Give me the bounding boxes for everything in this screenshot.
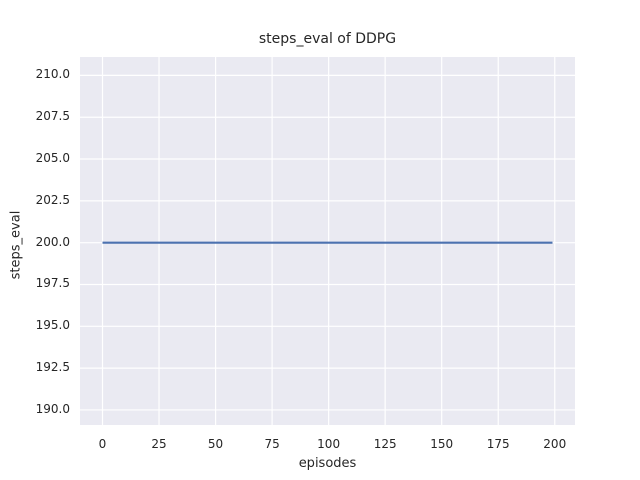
x-tick-label: 25 <box>151 437 167 451</box>
x-tick-label: 125 <box>373 437 397 451</box>
y-tick-label: 205.0 <box>35 151 70 166</box>
x-axis-label: episodes <box>298 456 357 471</box>
y-tick-label: 200.0 <box>35 234 70 249</box>
y-tick-label: 202.5 <box>35 192 70 207</box>
y-tick-label: 210.0 <box>35 67 70 82</box>
x-tick-label: 50 <box>207 437 224 451</box>
x-tick-label: 150 <box>430 437 454 451</box>
x-tick-label: 100 <box>317 437 341 451</box>
x-tick-label: 175 <box>486 437 510 451</box>
x-tick-label: 200 <box>543 437 567 451</box>
y-tick-label: 197.5 <box>35 276 70 291</box>
y-tick-label: 190.0 <box>35 401 70 416</box>
y-tick-label: 195.0 <box>35 318 70 333</box>
y-tick-label: 192.5 <box>35 360 70 375</box>
y-tick-label: 207.5 <box>35 109 70 124</box>
x-tick-label: 75 <box>264 437 280 451</box>
x-tick-label: 0 <box>98 437 107 451</box>
chart-title: steps_eval of DDPG <box>258 31 397 47</box>
plot-area <box>80 57 575 425</box>
